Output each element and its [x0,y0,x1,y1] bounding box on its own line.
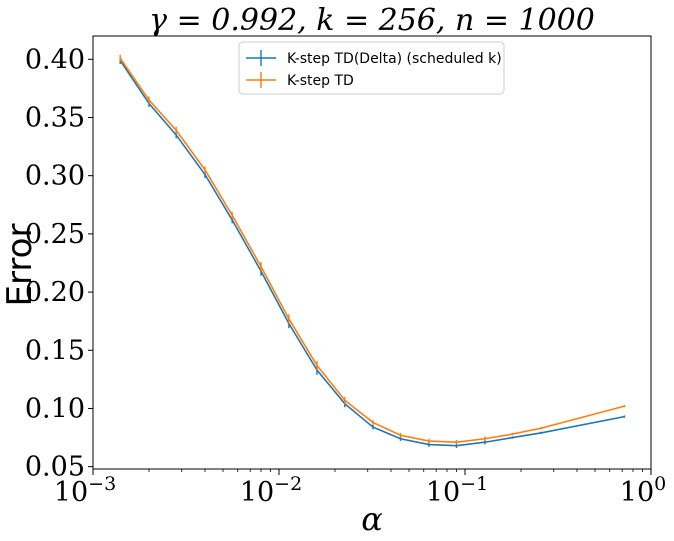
x-tick-label: 100 [620,473,666,508]
series-k-step-td [119,54,626,445]
legend-entry: K-step TD(Delta) (scheduled k) [246,50,502,67]
legend: K-step TD(Delta) (scheduled k) K-step TD [238,41,505,95]
y-tick-label: 0.15 [25,335,85,366]
y-tick-label: 0.10 [25,393,85,424]
y-tick-label: 0.35 [25,102,85,133]
y-tick-label: 0.40 [25,44,85,75]
y-axis-ticks: 0.05 0.10 0.15 0.20 0.25 0.30 0.35 0.40 [25,44,93,483]
legend-label: K-step TD [287,73,354,89]
y-tick-label: 0.05 [25,452,85,483]
x-tick-label: 10−3 [54,473,116,508]
x-tick-label: 10−1 [426,473,488,508]
plot-frame [92,35,652,470]
y-tick-label: 0.30 [25,161,85,192]
series-k-step-td-delta [119,56,626,449]
plot-area [119,54,626,449]
legend-label: K-step TD(Delta) (scheduled k) [287,51,502,67]
y-tick-label: 0.20 [25,277,85,308]
x-tick-label: 10−2 [240,473,302,508]
legend-entry: K-step TD [246,72,354,89]
y-axis-label: Error [0,224,40,307]
x-axis-ticks: 10−3 10−2 10−1 100 [54,469,666,508]
y-tick-label: 0.25 [25,219,85,250]
x-axis-label: α [361,500,383,538]
legend-box [238,41,505,95]
chart-title: γ = 0.992, k = 256, n = 1000 [149,3,595,38]
